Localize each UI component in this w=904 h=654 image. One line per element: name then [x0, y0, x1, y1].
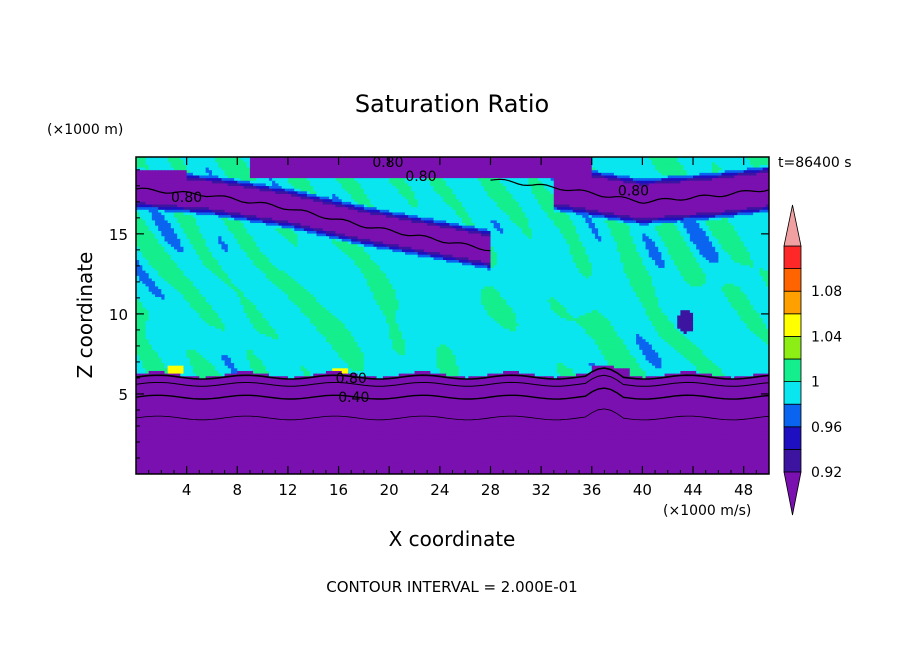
field-area: [136, 157, 770, 475]
chart-title: Saturation Ratio: [355, 90, 549, 118]
time-label: t=86400 s: [778, 155, 852, 171]
y-units-label: (×1000 m): [47, 122, 123, 138]
